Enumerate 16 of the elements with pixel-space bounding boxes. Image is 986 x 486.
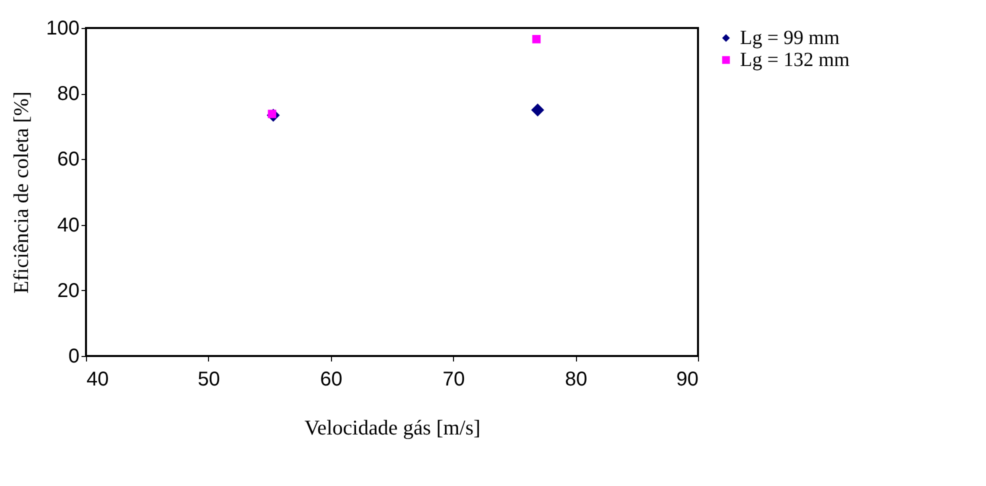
y-tick-label: 80 <box>57 83 80 106</box>
y-tick-label: 100 <box>46 18 80 40</box>
y-tick-label: 20 <box>57 280 80 302</box>
x-tick-label: 40 <box>86 368 109 390</box>
y-tick-label: 40 <box>57 214 80 236</box>
legend-label: Lg = 99 mm <box>740 27 840 49</box>
x-tick-label: 50 <box>198 368 220 390</box>
x-tick-label: 90 <box>676 368 698 390</box>
y-tick-label: 60 <box>57 148 80 171</box>
x-tick-label: 60 <box>320 368 342 390</box>
legend-label: Lg = 132 mm <box>740 49 850 71</box>
x-tick-label: 70 <box>442 368 465 390</box>
x-tick-label: 80 <box>564 368 588 390</box>
y-axis-title: Eficiência de coleta [%] <box>9 91 34 294</box>
x-axis-title: Velocidade gás [m/s] <box>304 416 481 440</box>
y-tick-label: 0 <box>68 346 80 368</box>
